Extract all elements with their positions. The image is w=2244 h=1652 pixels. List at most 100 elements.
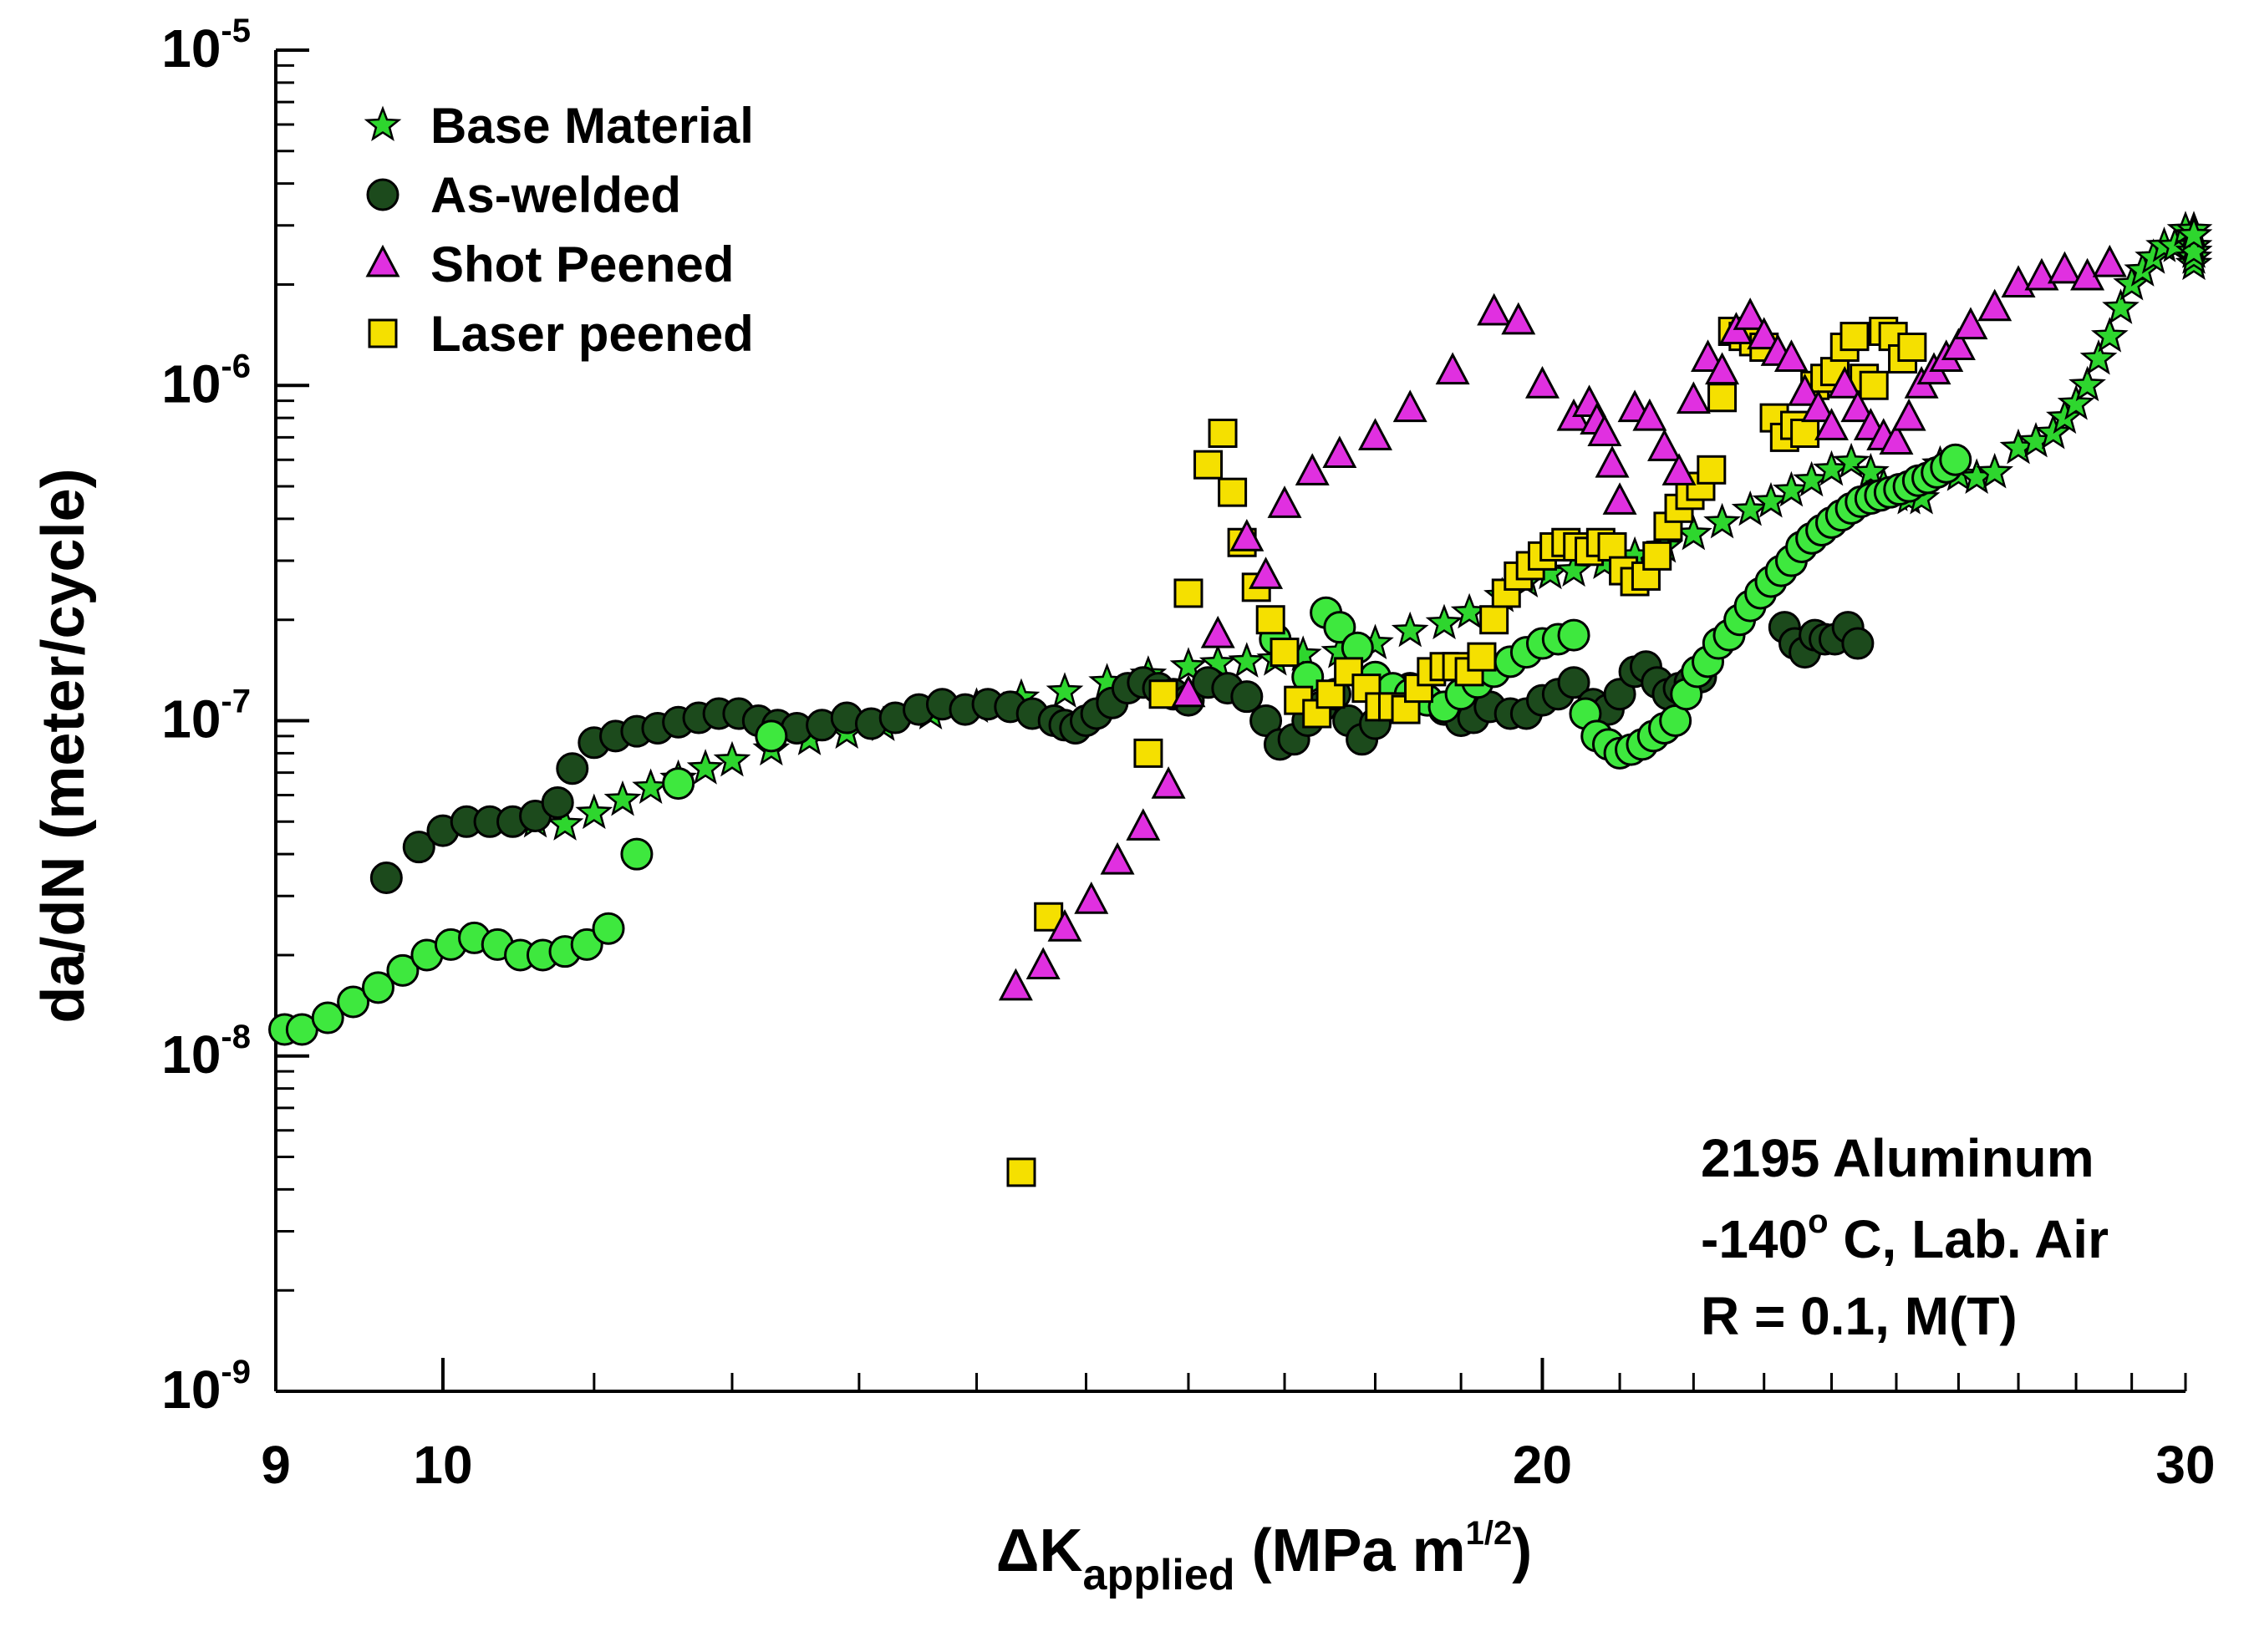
data-point [1322,435,1357,469]
data-point [1151,766,1186,799]
axis-titles: ΔKapplied (MPa m1/2) da/dN (meter/cycle) [30,468,1532,1599]
data-point [2034,413,2073,450]
data-point [1642,541,1672,571]
data-point [1126,808,1161,841]
x-tick-label: 30 [2155,1435,2215,1495]
data-point [1479,605,1509,635]
data-point [1230,680,1264,714]
data-point [2092,244,2127,277]
data-point [1208,418,1238,448]
data-point [686,749,725,785]
legend-label: Base Material [430,98,754,154]
data-point [2068,365,2106,402]
data-point [1100,841,1135,875]
data-point [1392,389,1427,423]
data-point [1733,297,1768,330]
data-point [1697,455,1727,485]
data-point [1707,383,1738,413]
data-point [1133,738,1163,768]
data-point [361,971,394,1004]
x-tick-label: 10 [413,1435,472,1495]
data-point [2175,216,2213,252]
data-point [1391,611,1429,648]
data-point [570,928,603,961]
data-point [1425,603,1463,640]
data-point [1228,642,1266,678]
y-tick-label: 10-5 [161,13,251,79]
data-point [369,861,403,894]
data-point [2175,232,2213,268]
legend-marker-circle [366,178,399,211]
data-point [1939,443,1972,476]
y-tick-label: 10-6 [161,348,251,414]
data-point [1977,288,2012,322]
data-point [1602,482,1637,515]
data-point [1891,398,1926,431]
data-point [2057,384,2095,420]
data-point [713,740,751,777]
data-point [337,985,370,1019]
data-point [1603,678,1636,711]
data-point [1358,418,1393,450]
series-shot-peened [998,244,2127,1001]
data-point [662,767,695,801]
data-point [1773,339,1809,372]
data-point [1255,605,1285,635]
legend-label: Shot Peened [430,236,734,292]
data-point [1814,408,1849,440]
data-point [1647,429,1682,461]
annotation-line: 2195 Aluminum [1701,1128,2094,1188]
legend: Base Material As-welded Shot Peened Laser p… [364,98,754,362]
data-point [998,968,1033,1001]
data-point [1703,502,1741,539]
data-point [1941,328,1976,361]
data-point [1839,322,1870,352]
annotation-block: 2195 Aluminum -140o C, Lab. Air R = 0.1, M… [1701,1128,2109,1346]
data-marks [268,211,2213,1187]
legend-marker-star [364,105,402,142]
data-point [1047,908,1082,942]
data-point [603,780,642,816]
data-point [1046,672,1084,708]
data-point [1788,373,1823,406]
y-tick-label: 10-7 [161,684,251,750]
data-point [1193,450,1224,480]
data-point [1249,704,1283,737]
data-point [1832,442,1870,479]
series-laser-peened [1006,317,1927,1187]
data-point [546,805,584,841]
x-tick-label: 20 [1513,1435,1572,1495]
data-point [1841,627,1875,660]
data-point [1249,557,1284,589]
data-point [1595,445,1630,478]
data-point [1169,647,1208,683]
data-point [1851,452,1890,489]
data-point [755,719,788,753]
data-point [1827,366,1862,399]
data-point [1524,366,1560,399]
data-point [311,1001,344,1034]
data-point [402,831,435,864]
data-point [620,837,654,871]
data-point [1840,389,1875,423]
annotation-line: -140o C, Lab. Air [1701,1203,2109,1269]
data-point [2079,338,2118,375]
data-point [2001,265,2036,297]
y-tick-label: 10-8 [161,1019,251,1085]
x-tick-label: 9 [261,1435,291,1495]
data-point [1705,352,1740,385]
data-point [1790,418,1820,448]
data-point [1218,477,1248,507]
data-point [2090,317,2129,353]
data-point [2102,288,2140,324]
data-point [1200,615,1235,648]
data-point [1148,679,1178,709]
data-point [1557,618,1590,652]
annotation-line: R = 0.1, M(T) [1701,1286,2018,1346]
data-point [1229,518,1264,552]
data-point [1897,333,1927,363]
x-axis-title: ΔKapplied (MPa m1/2) [996,1515,1532,1599]
data-point [1976,452,2014,489]
